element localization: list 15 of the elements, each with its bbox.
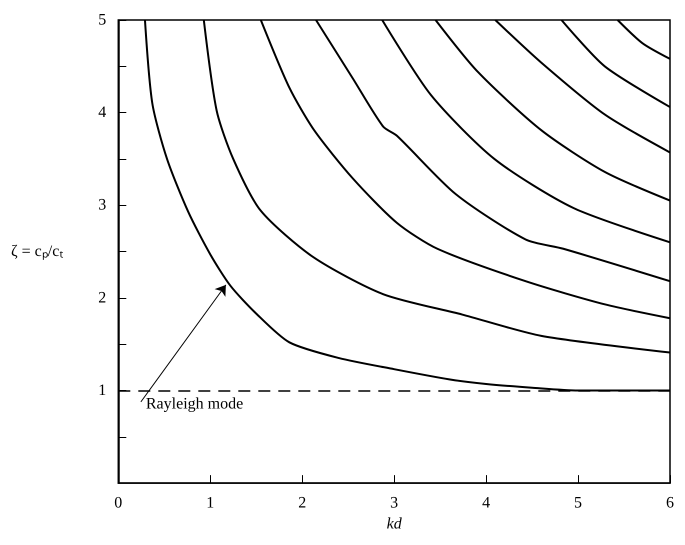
annotation: Rayleigh mode: [146, 395, 244, 412]
x-tick-label: 6: [666, 494, 674, 512]
y-tick-label: 5: [98, 12, 106, 28]
y-axis-title: ζ = cₚ/cₜ: [11, 243, 64, 260]
y-tick-label: 1: [98, 382, 106, 399]
y-tick-label: 2: [98, 289, 106, 306]
x-tick-label: 2: [298, 494, 306, 512]
x-axis-title: kd: [386, 516, 403, 532]
x-tick-label: 5: [574, 494, 582, 512]
y-tick-label: 4: [98, 104, 106, 122]
x-tick-label: 0: [114, 494, 122, 512]
y-tick-label: 3: [98, 196, 106, 214]
x-tick-label: 1: [206, 494, 214, 512]
x-tick-label: 4: [482, 494, 490, 512]
x-tick-label: 3: [390, 494, 398, 512]
